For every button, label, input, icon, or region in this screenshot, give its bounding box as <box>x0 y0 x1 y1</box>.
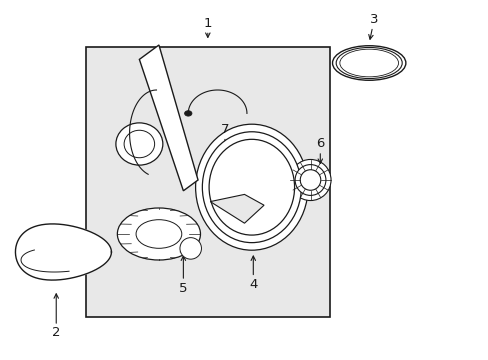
Text: 5: 5 <box>179 282 187 294</box>
Ellipse shape <box>116 123 163 165</box>
Ellipse shape <box>136 220 182 248</box>
Ellipse shape <box>184 111 192 116</box>
Ellipse shape <box>124 130 154 158</box>
Text: 7: 7 <box>220 123 229 136</box>
Text: 6: 6 <box>315 138 324 150</box>
Polygon shape <box>139 45 198 191</box>
Bar <box>85 47 329 317</box>
Text: 4: 4 <box>248 278 257 291</box>
Polygon shape <box>210 194 264 223</box>
Ellipse shape <box>195 124 307 250</box>
Ellipse shape <box>180 238 201 259</box>
Ellipse shape <box>332 46 405 80</box>
Ellipse shape <box>117 208 200 260</box>
Ellipse shape <box>339 49 398 77</box>
Ellipse shape <box>209 139 294 235</box>
Text: 2: 2 <box>52 327 61 339</box>
Ellipse shape <box>295 165 325 195</box>
Ellipse shape <box>202 132 301 243</box>
Text: 1: 1 <box>203 17 212 30</box>
Ellipse shape <box>300 170 320 190</box>
Ellipse shape <box>289 159 330 201</box>
Text: 3: 3 <box>369 13 378 26</box>
Polygon shape <box>16 224 111 280</box>
Ellipse shape <box>336 48 401 78</box>
